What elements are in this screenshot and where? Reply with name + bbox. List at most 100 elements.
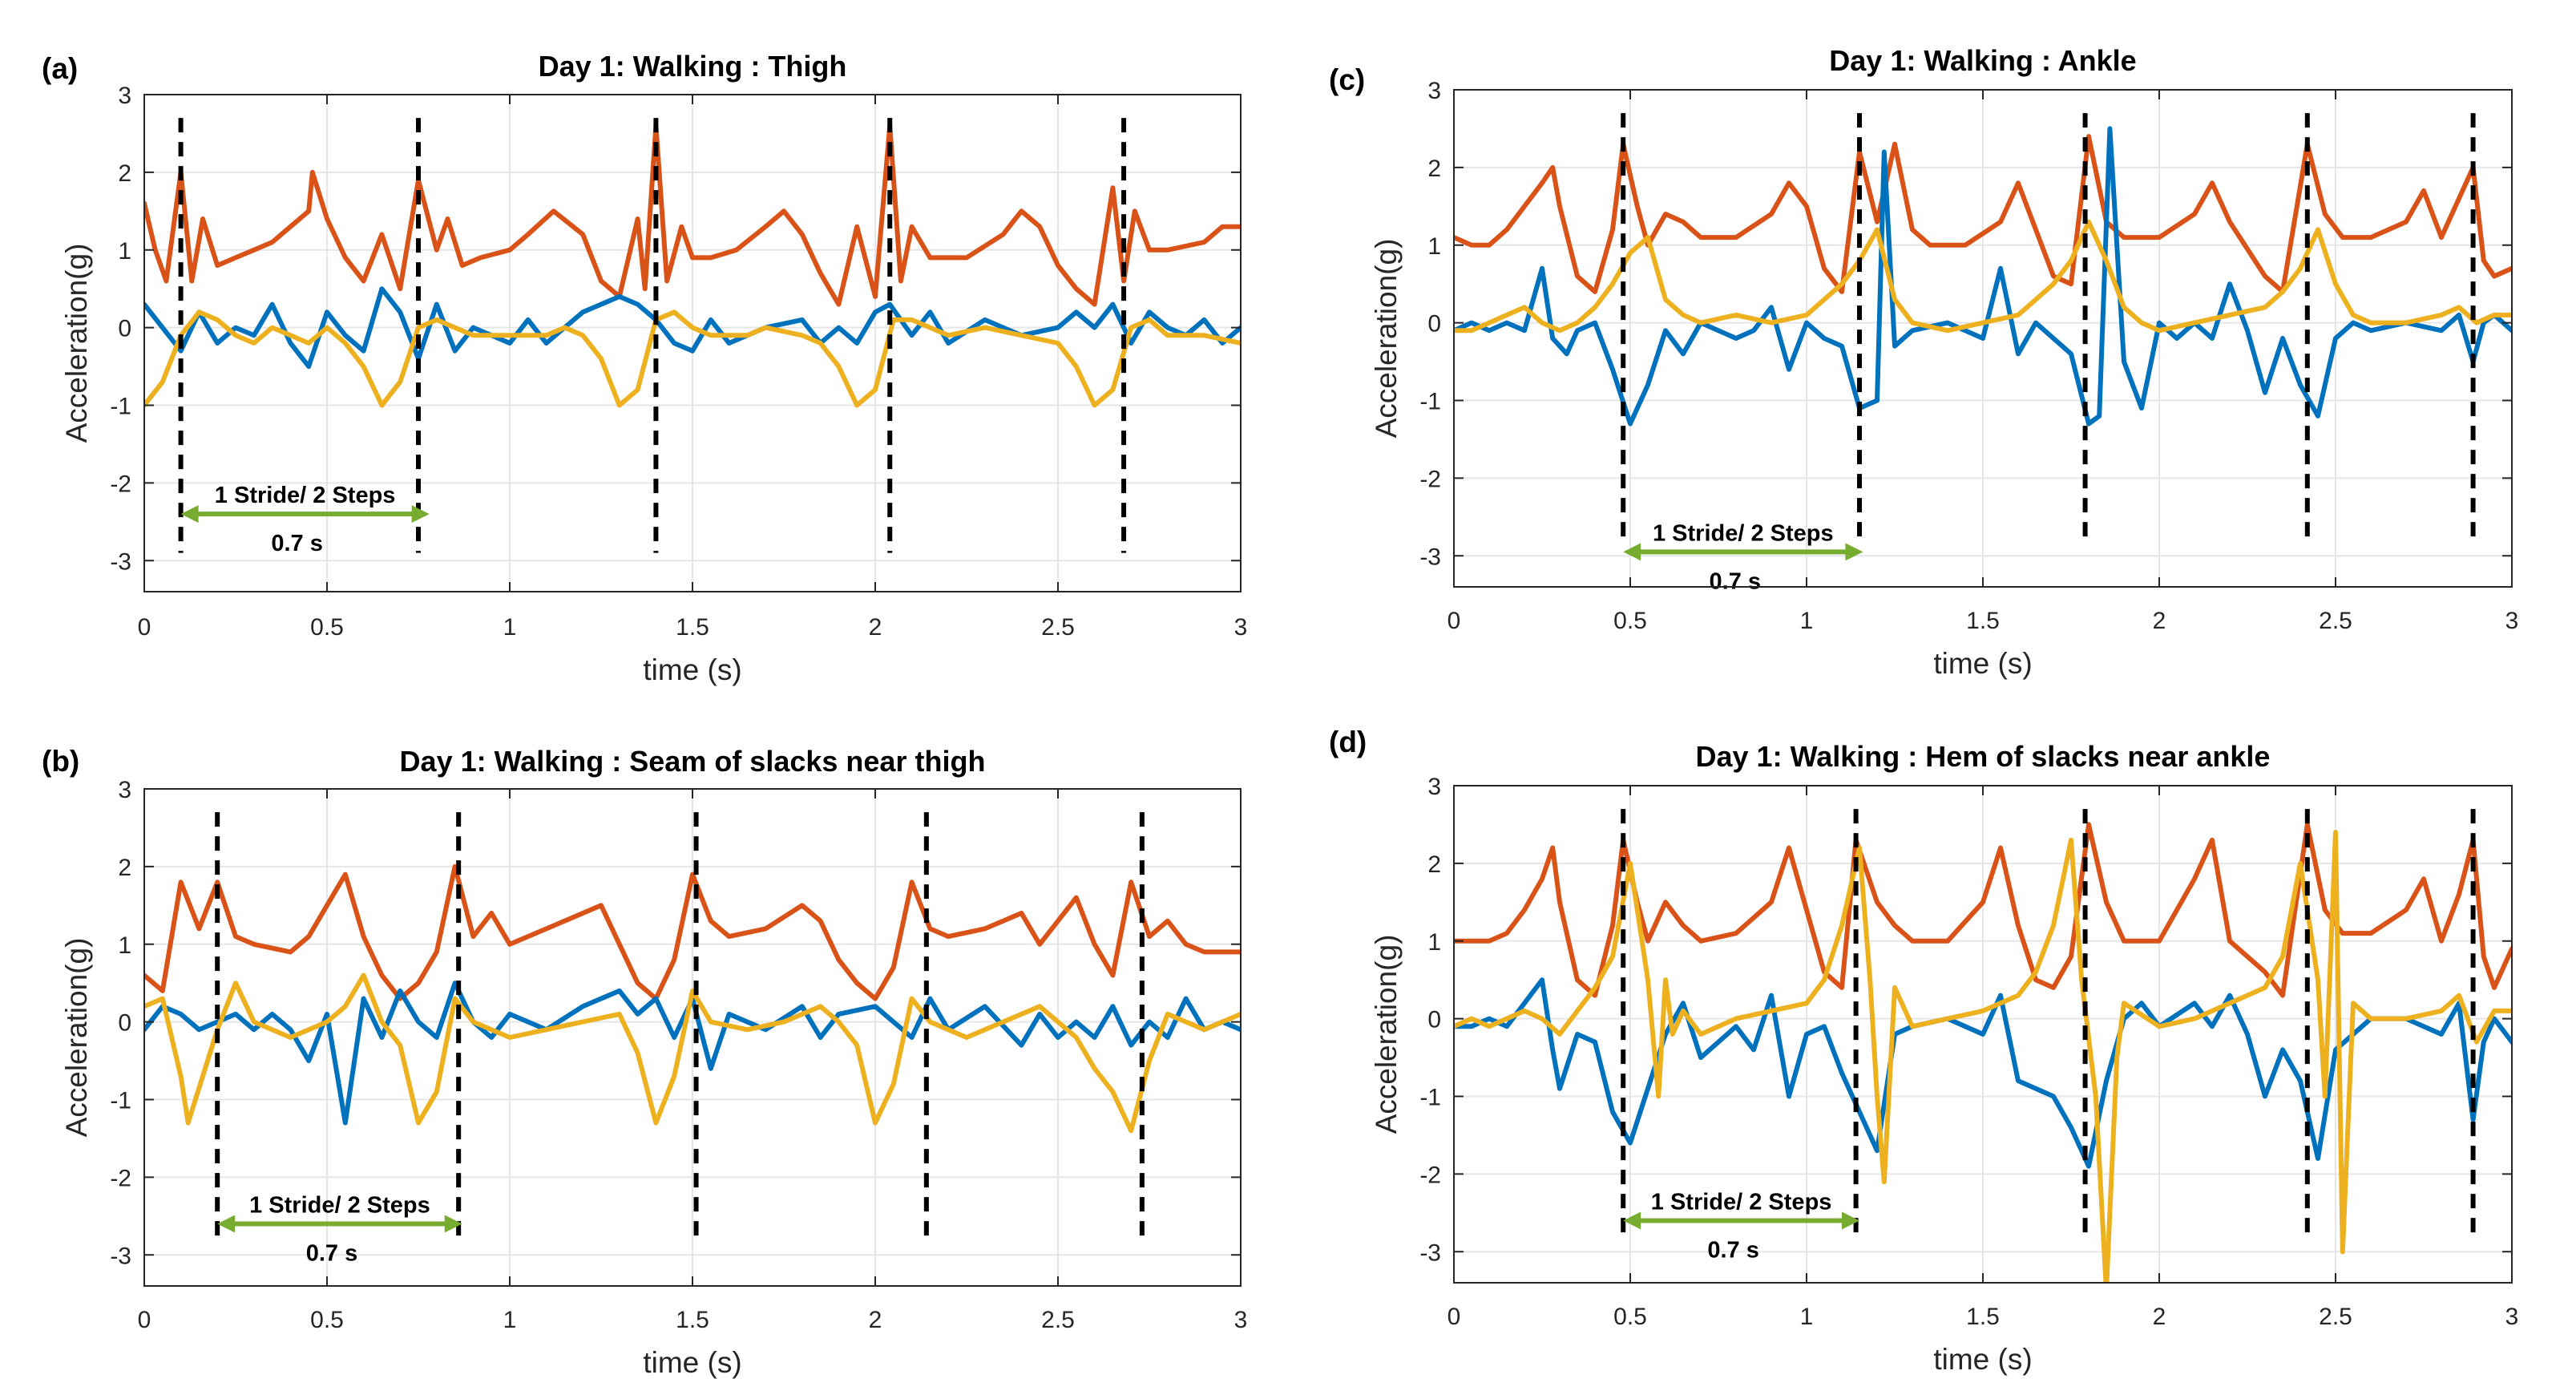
- x-tick-label: 2: [2153, 1304, 2166, 1330]
- y-tick-label: -3: [110, 548, 131, 575]
- series-line-yellow: [144, 309, 1241, 408]
- series-line-yellow: [144, 972, 1241, 1134]
- panel-label: (b): [42, 745, 79, 778]
- x-tick-label: 2.5: [2319, 1304, 2352, 1330]
- x-tick-label: 0: [1447, 608, 1461, 634]
- x-tick-label: 0.5: [1613, 608, 1647, 634]
- stride-arrowhead-left: [1623, 1211, 1641, 1230]
- chart-title: Day 1: Walking : Seam of slacks near thi…: [400, 745, 986, 778]
- chart-title: Day 1: Walking : Thigh: [539, 50, 847, 83]
- y-tick-label: -1: [1419, 1085, 1441, 1111]
- y-tick-label: 1: [1427, 233, 1441, 260]
- x-tick-label: 2: [2153, 608, 2166, 634]
- series-line-orange: [144, 863, 1241, 1001]
- x-tick-label: 0: [1447, 1304, 1461, 1330]
- x-tick-label: 1: [503, 614, 517, 641]
- y-tick-label: -3: [110, 1243, 131, 1269]
- y-tick-label: -2: [1419, 466, 1441, 492]
- y-axis-label: Acceleration(g): [1370, 935, 1403, 1134]
- x-tick-label: 1: [1800, 608, 1814, 634]
- x-tick-label: 0: [138, 1307, 151, 1333]
- stride-annotation-text: 1 Stride/ 2 Steps: [249, 1193, 430, 1219]
- y-tick-label: -2: [110, 471, 131, 497]
- series-line-yellow: [1454, 219, 2512, 334]
- x-tick-label: 0.5: [310, 1307, 344, 1333]
- series-group: [1454, 822, 2512, 1283]
- stride-duration-text: 0.7 s: [1707, 1238, 1759, 1264]
- y-tick-label: 1: [1427, 929, 1441, 956]
- series-line-orange: [1454, 134, 2512, 294]
- x-tick-label: 1.5: [676, 614, 709, 641]
- y-axis-label: Acceleration(g): [60, 244, 93, 443]
- x-axis-label: time (s): [1933, 1343, 2032, 1376]
- series-line-orange: [1454, 822, 2512, 998]
- panel-label: (a): [42, 52, 78, 85]
- stride-arrowhead-right: [1842, 1211, 1859, 1230]
- y-tick-label: 0: [1427, 311, 1441, 338]
- x-tick-label: 2.5: [2319, 608, 2352, 634]
- y-tick-label: -2: [110, 1165, 131, 1191]
- y-tick-label: -3: [1419, 1239, 1441, 1266]
- x-tick-label: 1: [1800, 1304, 1814, 1330]
- y-axis-label: Acceleration(g): [1370, 239, 1403, 439]
- x-tick-label: 1: [503, 1307, 517, 1333]
- stride-duration-text: 0.7 s: [271, 531, 323, 556]
- series-group: [1454, 126, 2512, 427]
- y-tick-label: -2: [1419, 1162, 1441, 1188]
- y-tick-label: 2: [1427, 851, 1441, 878]
- x-tick-label: 3: [2505, 608, 2519, 634]
- series-line-blue: [144, 981, 1241, 1126]
- y-tick-label: 3: [118, 83, 131, 109]
- y-tick-label: 1: [118, 932, 131, 959]
- x-tick-label: 0.5: [310, 614, 344, 641]
- stride-arrowhead-right: [444, 1215, 462, 1233]
- y-tick-label: 0: [118, 316, 131, 342]
- stride-annotation-text: 1 Stride/ 2 Steps: [215, 483, 396, 508]
- y-axis-label: Acceleration(g): [60, 938, 93, 1138]
- x-tick-label: 2.5: [1041, 614, 1075, 641]
- panel-label: (d): [1329, 726, 1367, 758]
- x-tick-label: 3: [1234, 1307, 1248, 1333]
- chart-title: Day 1: Walking : Ankle: [1829, 44, 2136, 77]
- series-line-blue: [1454, 126, 2512, 427]
- y-tick-label: 3: [1427, 78, 1441, 104]
- x-axis-label: time (s): [643, 1346, 741, 1379]
- x-tick-label: 3: [1234, 614, 1248, 641]
- series-line-yellow: [1454, 830, 2512, 1283]
- x-tick-label: 1.5: [1966, 608, 2000, 634]
- y-tick-label: 2: [118, 160, 131, 187]
- x-tick-label: 1.5: [676, 1307, 709, 1333]
- x-tick-label: 2: [869, 1307, 882, 1333]
- x-tick-label: 0.5: [1613, 1304, 1647, 1330]
- y-tick-label: 2: [1427, 156, 1441, 182]
- chart-panel-b: 1 Stride/ 2 Steps 0.7 s 0 0.5 1 1.5 2 2.5 3 -3 -2 -…: [42, 745, 1247, 1379]
- stride-duration-text: 0.7 s: [1710, 568, 1762, 594]
- y-tick-label: 1: [118, 238, 131, 265]
- x-tick-label: 3: [2505, 1304, 2519, 1330]
- x-tick-label: 0: [138, 614, 151, 641]
- y-tick-label: -1: [110, 1088, 131, 1114]
- stride-annotation-text: 1 Stride/ 2 Steps: [1651, 1190, 1832, 1215]
- y-tick-label: -1: [110, 394, 131, 420]
- panel-label: (c): [1329, 63, 1365, 96]
- x-axis-label: time (s): [1933, 647, 2032, 680]
- chart-panel-a: 1 Stride/ 2 Steps 0.7 s 0 0.5 1 1.5 2 2.5 3 -3 -2 -…: [42, 50, 1247, 686]
- stride-duration-text: 0.7 s: [306, 1241, 358, 1267]
- y-tick-label: 3: [118, 777, 131, 803]
- stride-arrowhead-right: [411, 505, 430, 524]
- y-tick-label: 2: [118, 855, 131, 881]
- chart-title: Day 1: Walking : Hem of slacks near ankl…: [1696, 740, 2271, 773]
- y-tick-label: 3: [1427, 774, 1441, 800]
- x-axis-label: time (s): [643, 653, 741, 686]
- series-group: [144, 863, 1241, 1134]
- stride-arrowhead-left: [217, 1215, 236, 1233]
- stride-arrowhead-left: [180, 505, 199, 524]
- x-tick-label: 2.5: [1041, 1307, 1075, 1333]
- y-tick-label: -1: [1419, 389, 1441, 415]
- y-tick-label: 0: [1427, 1007, 1441, 1033]
- x-tick-label: 1.5: [1966, 1304, 2000, 1330]
- chart-panel-d: 1 Stride/ 2 Steps 0.7 s 0 0.5 1 1.5 2 2.5 3 -3 -2 -…: [1329, 726, 2518, 1376]
- stride-arrowhead-right: [1845, 543, 1863, 561]
- stride-annotation-text: 1 Stride/ 2 Steps: [1653, 520, 1834, 546]
